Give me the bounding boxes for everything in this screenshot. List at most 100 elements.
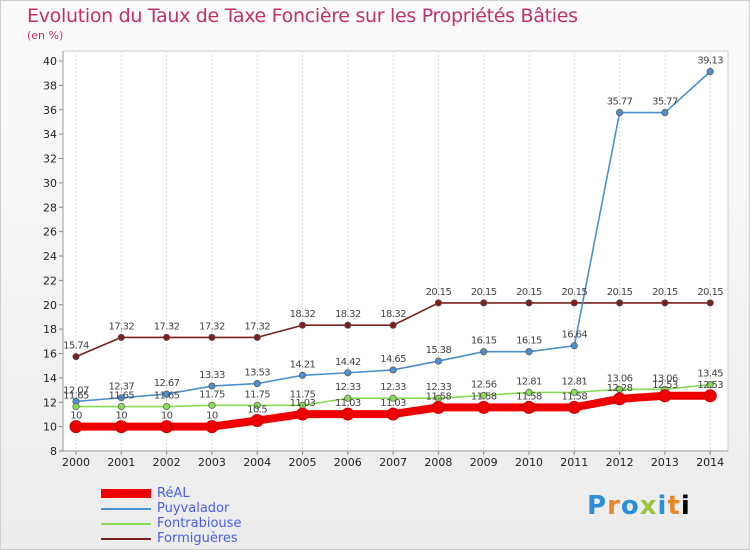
y-tick-label-32: 32 xyxy=(43,153,57,166)
data-label-puyvalador-2002: 12.67 xyxy=(154,378,180,389)
point-puyvalador-2009 xyxy=(480,348,488,356)
x-tick-label-2014: 2014 xyxy=(696,456,724,469)
legend-swatch-formigueres xyxy=(101,538,151,540)
data-label-real-2008: 11.58 xyxy=(426,391,452,402)
point-fontrabiouse-2001 xyxy=(117,402,125,411)
data-label-fontrabiouse-2014: 13.45 xyxy=(697,369,723,380)
point-real-2002 xyxy=(160,420,174,434)
legend-label-real: RéAL xyxy=(157,486,190,501)
point-real-2007 xyxy=(386,407,400,421)
legend-item-puyvalador: Puyvalador xyxy=(101,502,321,517)
data-label-formigueres-2000: 15.74 xyxy=(63,341,89,352)
x-tick-label-2004: 2004 xyxy=(243,456,271,469)
point-formigueres-2014 xyxy=(706,299,714,307)
data-label-fontrabiouse-2000: 11.65 xyxy=(63,391,89,402)
data-label-fontrabiouse-2006: 12.33 xyxy=(335,382,361,393)
data-label-formigueres-2005: 18.32 xyxy=(290,309,316,320)
point-formigueres-2013 xyxy=(661,299,669,307)
point-real-2013 xyxy=(658,389,672,403)
data-label-fontrabiouse-2013: 13.06 xyxy=(652,373,678,384)
point-formigueres-2009 xyxy=(480,299,488,307)
point-real-2001 xyxy=(114,420,128,434)
legend-swatch-fontrabiouse xyxy=(101,523,151,525)
point-puyvalador-2006 xyxy=(344,369,352,377)
data-label-formigueres-2007: 18.32 xyxy=(380,309,406,320)
point-fontrabiouse-2006 xyxy=(344,394,352,402)
point-formigueres-2001 xyxy=(117,333,125,341)
point-formigueres-2008 xyxy=(434,299,442,307)
data-label-puyvalador-2010: 16.15 xyxy=(516,336,542,347)
data-label-formigueres-2001: 17.32 xyxy=(108,321,134,332)
point-formigueres-2011 xyxy=(570,299,578,307)
y-tick-label-28: 28 xyxy=(43,201,57,214)
y-tick-label-12: 12 xyxy=(43,396,57,409)
data-label-fontrabiouse-2007: 12.33 xyxy=(380,382,406,393)
y-tick-label-8: 8 xyxy=(50,445,57,458)
data-label-real-2002: 10 xyxy=(161,411,173,422)
data-label-puyvalador-2004: 13.53 xyxy=(244,368,270,379)
point-formigueres-2010 xyxy=(525,299,533,307)
point-fontrabiouse-2014 xyxy=(706,381,714,389)
data-label-formigueres-2014: 20.15 xyxy=(697,287,723,298)
point-fontrabiouse-2004 xyxy=(253,401,261,409)
data-label-formigueres-2013: 20.15 xyxy=(652,287,678,298)
data-label-formigueres-2008: 20.15 xyxy=(426,287,452,298)
data-label-fontrabiouse-2001: 11.65 xyxy=(108,391,134,402)
x-tick-label-2001: 2001 xyxy=(107,456,135,469)
data-label-puyvalador-2014: 39.13 xyxy=(697,56,723,67)
data-label-fontrabiouse-2009: 12.56 xyxy=(471,379,497,390)
data-label-real-2007: 11.03 xyxy=(380,398,406,409)
y-tick-label-40: 40 xyxy=(43,55,57,68)
point-fontrabiouse-2009 xyxy=(480,391,488,399)
data-label-real-2005: 11.03 xyxy=(290,398,316,409)
point-formigueres-2007 xyxy=(389,321,397,329)
x-tick-label-2012: 2012 xyxy=(606,456,634,469)
point-puyvalador-2014 xyxy=(706,68,714,76)
chart-legend: RéAL Puyvalador Fontrabiouse Formiguères xyxy=(101,487,321,547)
point-puyvalador-2012 xyxy=(616,109,624,117)
point-formigueres-2004 xyxy=(253,333,261,341)
proxiti-logo: Proxiti xyxy=(587,491,691,521)
data-label-real-2004: 10.5 xyxy=(247,405,267,416)
legend-label-fontrabiouse: Fontrabiouse xyxy=(157,516,242,531)
data-label-real-2014: 12.53 xyxy=(697,380,723,391)
y-tick-label-26: 26 xyxy=(43,226,57,239)
x-tick-label-2007: 2007 xyxy=(379,456,407,469)
point-formigueres-2005 xyxy=(298,321,307,329)
plot-area xyxy=(62,50,729,452)
y-tick-label-18: 18 xyxy=(43,323,57,336)
y-tick-label-34: 34 xyxy=(43,128,57,141)
data-label-fontrabiouse-2002: 11.65 xyxy=(154,391,180,402)
x-tick-label-2013: 2013 xyxy=(651,456,679,469)
point-formigueres-2003 xyxy=(208,333,216,341)
legend-item-formigueres: Formiguères xyxy=(101,532,321,547)
point-real-2005 xyxy=(296,407,309,421)
data-label-real-2000: 10 xyxy=(70,411,82,422)
point-puyvalador-2003 xyxy=(208,382,216,390)
data-label-puyvalador-2007: 14.65 xyxy=(380,354,406,365)
y-tick-label-30: 30 xyxy=(43,177,57,190)
data-label-puyvalador-2000: 12.07 xyxy=(63,385,89,396)
y-tick-label-36: 36 xyxy=(43,104,57,117)
point-formigueres-2012 xyxy=(616,299,624,307)
data-label-formigueres-2006: 18.32 xyxy=(335,309,361,320)
x-tick-label-2010: 2010 xyxy=(515,456,543,469)
x-tick-label-2011: 2011 xyxy=(560,456,588,469)
data-label-formigueres-2009: 20.15 xyxy=(471,287,497,298)
data-label-puyvalador-2003: 13.33 xyxy=(199,370,225,381)
point-formigueres-2002 xyxy=(163,333,171,341)
data-label-fontrabiouse-2010: 12.81 xyxy=(516,376,542,387)
chart-unit-label: (en %) xyxy=(27,29,64,42)
data-label-real-2012: 12.28 xyxy=(607,383,633,394)
x-tick-label-2006: 2006 xyxy=(334,456,362,469)
x-tick-label-2003: 2003 xyxy=(198,456,226,469)
legend-item-fontrabiouse: Fontrabiouse xyxy=(101,517,321,532)
data-label-formigueres-2004: 17.32 xyxy=(244,321,270,332)
point-puyvalador-2005 xyxy=(298,371,307,379)
data-label-fontrabiouse-2004: 11.75 xyxy=(244,389,270,400)
point-puyvalador-2010 xyxy=(525,348,533,356)
data-label-puyvalador-2005: 14.21 xyxy=(290,359,316,370)
point-real-2004 xyxy=(250,414,264,428)
data-label-fontrabiouse-2011: 12.81 xyxy=(561,376,587,387)
